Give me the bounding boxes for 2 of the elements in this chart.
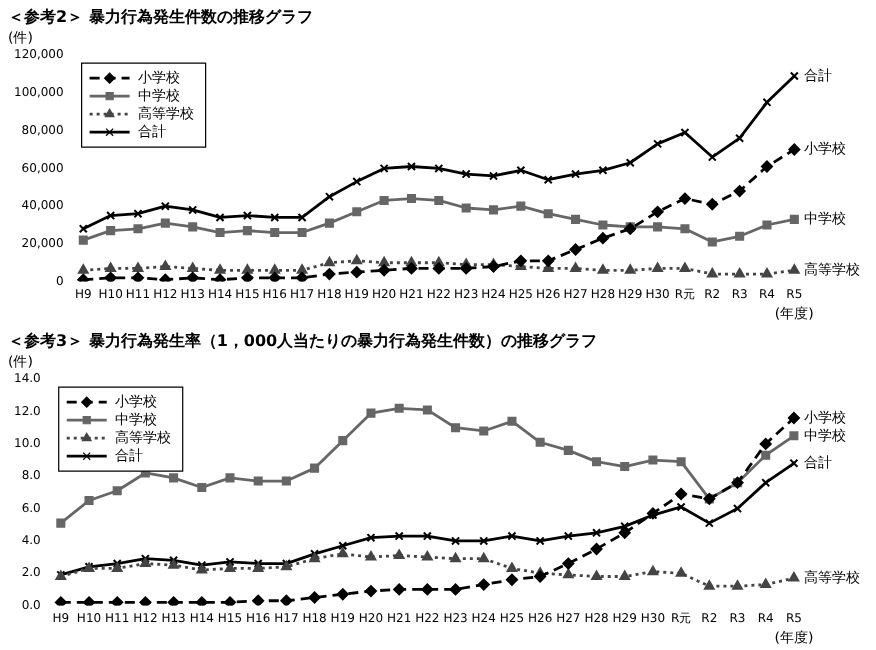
chart-title: ＜参考3＞ 暴力行為発生率（1，000人当たりの暴力行為発生件数）の推移グラフ — [8, 329, 598, 350]
chart-title: ＜参考2＞ 暴力行為発生件数の推移グラフ — [8, 7, 313, 26]
